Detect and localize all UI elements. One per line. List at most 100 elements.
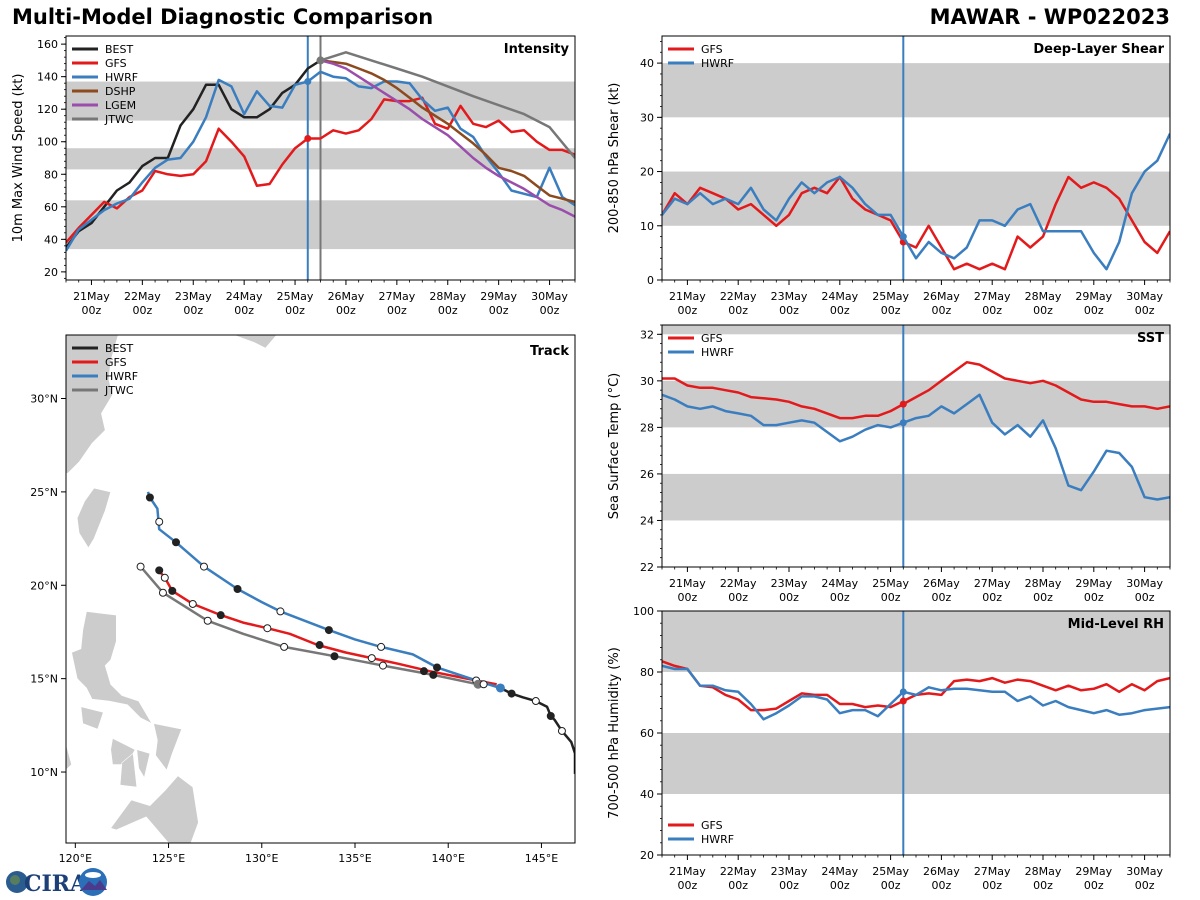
series-line-best [66,59,322,249]
x-tick-label: 00z [1084,591,1104,604]
y-tick-label: 26 [640,468,654,481]
panel-title: Intensity [504,42,570,57]
x-tick-label: 140°E [431,852,464,865]
x-tick-label: 28May [1025,577,1062,590]
x-tick-label: 00z [779,591,799,604]
track-line-gfs [156,567,497,686]
track-marker-gfs [168,586,177,595]
x-tick-label: 00z [678,304,698,317]
mindoro-land [80,706,104,730]
init-marker-gfs [899,400,907,408]
axes-frame [661,324,1171,568]
x-tick-label: 27May [378,290,415,303]
x-tick-label: 00z [982,591,1002,604]
legend-label: GFS [701,819,723,832]
x-tick-label: 24May [821,577,858,590]
series-line-gfs [662,175,1170,271]
x-tick-label: 125°E [152,852,185,865]
x-tick-label: 00z [728,879,748,892]
y-axis-label: Sea Surface Temp (°C) [607,373,622,520]
track-marker-jtwc [473,679,483,689]
x-tick-label: 00z [830,879,850,892]
track-line-jtwc [139,565,479,686]
track-marker-jtwc [203,616,212,625]
x-tick-label: 29May [480,290,517,303]
series-line-hwrf [662,664,1170,721]
y-axis-label: 200-850 hPa Shear (kt) [607,83,622,234]
threshold-band [662,325,1170,335]
y-tick-label: 40 [640,788,654,801]
x-tick-label: 00z [1033,304,1053,317]
track-marker-gfs [155,566,164,575]
track-marker-jtwc [330,652,339,661]
legend-label: GFS [105,57,127,70]
x-tick-label: 30May [1126,577,1163,590]
x-tick-label: 28May [1025,865,1062,878]
taiwan-land [76,487,112,549]
x-tick-label: 25May [277,290,314,303]
init-marker-gfs [304,134,312,142]
y-tick-label: 20 [640,849,654,862]
x-tick-label: 00z [132,304,152,317]
y-axis-label: 10m Max Wind Speed (kt) [11,74,26,243]
x-tick-label: 00z [728,591,748,604]
storm-id-title: MAWAR - WP022023 [929,5,1170,29]
x-tick-label: 23May [771,577,808,590]
visayas-land [153,723,183,771]
x-tick-label: 21May [73,290,110,303]
x-tick-label: 25May [872,290,909,303]
x-tick-label: 00z [438,304,458,317]
y-tick-label: 24 [640,514,654,527]
x-tick-label: 135°E [338,852,371,865]
track-marker-gfs [315,641,324,650]
x-tick-label: 22May [720,865,757,878]
y-tick-label: 15°N [30,673,58,686]
y-tick-label: 22 [640,561,654,574]
threshold-band [662,473,1170,521]
track-marker-gfs [367,654,376,663]
y-tick-label: 100 [37,136,58,149]
x-tick-label: 00z [1135,591,1155,604]
track-marker-hwrf [276,607,285,616]
logo-text: CIRA [24,871,88,897]
x-tick-label: 00z [830,304,850,317]
logo-cloud [85,872,101,878]
x-tick-label: 00z [540,304,560,317]
axes-frame [65,334,576,844]
x-tick-label: 27May [974,290,1011,303]
y-tick-label: 20 [640,166,654,179]
land-masses [66,335,278,843]
x-tick-label: 22May [720,290,757,303]
y-tick-label: 30°N [30,393,58,406]
legend-label: JTWC [104,384,134,397]
x-tick-label: 23May [771,290,808,303]
series-line-gfs [66,96,575,244]
legend-label: BEST [105,43,133,56]
negros-land [119,752,138,788]
y-tick-label: 20 [44,266,58,279]
track-marker-gfs [188,599,197,608]
x-tick-label: 00z [1084,304,1104,317]
x-tick-label: 00z [982,879,1002,892]
y-tick-label: 80 [640,666,654,679]
track-marker-best [507,689,516,698]
palawan-land [66,743,72,771]
y-tick-label: 32 [640,328,654,341]
track-marker-jtwc [378,661,387,670]
threshold-band [662,380,1170,428]
panel-sst: 22242628303221May00z22May00z23May00z24Ma… [607,324,1171,604]
x-tick-label: 25May [872,577,909,590]
kyushu-land [233,335,278,349]
x-tick-label: 00z [1135,304,1155,317]
panel-shear: 01020304021May00z22May00z23May00z24May00… [607,35,1171,317]
x-tick-label: 24May [226,290,263,303]
x-tick-label: 00z [1033,591,1053,604]
x-tick-label: 00z [1135,879,1155,892]
track-marker-gfs [216,611,225,620]
x-tick-label: 26May [328,290,365,303]
track-marker-hwrf [172,538,181,547]
init-marker-hwrf [899,419,907,427]
track-marker-jtwc [479,680,488,689]
track-marker-hwrf [155,517,164,526]
x-tick-label: 00z [183,304,203,317]
